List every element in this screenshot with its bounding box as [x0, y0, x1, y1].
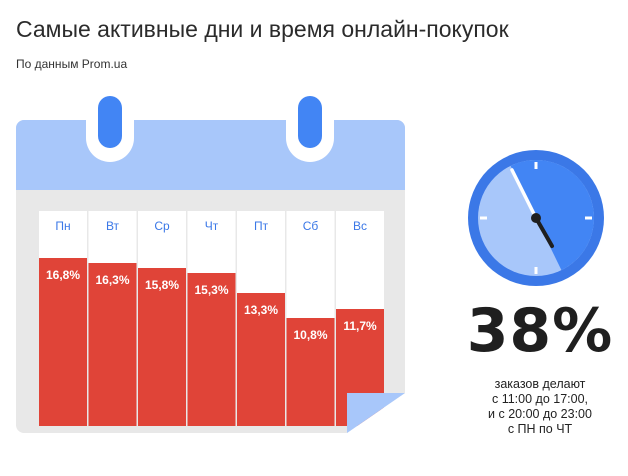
page-subtitle: По данным Prom.ua [16, 57, 128, 71]
page-title: Самые активные дни и время онлайн-покупо… [16, 16, 509, 42]
category-label: Пт [254, 219, 269, 233]
category-label: Вт [106, 219, 120, 233]
clock-minute-hand [510, 168, 538, 220]
bar-3 [187, 273, 236, 426]
stat-note: заказов делают с 11:00 до 17:00, и с 20:… [466, 377, 614, 437]
category-label: Пн [55, 219, 70, 233]
value-label: 11,7% [343, 319, 377, 333]
bar-4 [237, 293, 285, 426]
clock-hour-hand [534, 216, 554, 248]
category-label: Вс [353, 219, 367, 233]
page-curl-fold [347, 393, 405, 433]
category-label: Ср [154, 219, 170, 233]
category-label: Сб [303, 219, 319, 233]
value-label: 10,8% [293, 328, 327, 342]
stat-note-line: с ПН по ЧТ [507, 422, 573, 436]
clock-ticks [480, 162, 592, 274]
category-label: Чт [205, 219, 219, 233]
value-label: 15,8% [145, 278, 179, 292]
calendar-ring-right [298, 96, 322, 148]
clock-center [531, 213, 541, 223]
bar-0 [39, 258, 87, 426]
bar-2 [138, 268, 186, 426]
stat-note-line: и с 20:00 до 23:00 [488, 407, 592, 421]
stat-percent: 38% [466, 296, 614, 366]
bar-1 [88, 263, 137, 426]
clock-active-sector [510, 160, 595, 271]
value-label: 13,3% [244, 303, 278, 317]
calendar-ring-left [98, 96, 122, 148]
value-label: 16,3% [95, 273, 129, 287]
stat-note-line: с 11:00 до 17:00, [491, 392, 589, 406]
bars-group: Пн 16,8% Вт 16,3% Ср 15,8% Чт 15,3% Пт 13,3% Сб 10,… [39, 211, 384, 426]
bar-5 [286, 318, 335, 426]
stat-note-line: заказов делают [494, 377, 586, 391]
value-label: 15,3% [194, 283, 228, 297]
value-label: 16,8% [46, 268, 80, 282]
